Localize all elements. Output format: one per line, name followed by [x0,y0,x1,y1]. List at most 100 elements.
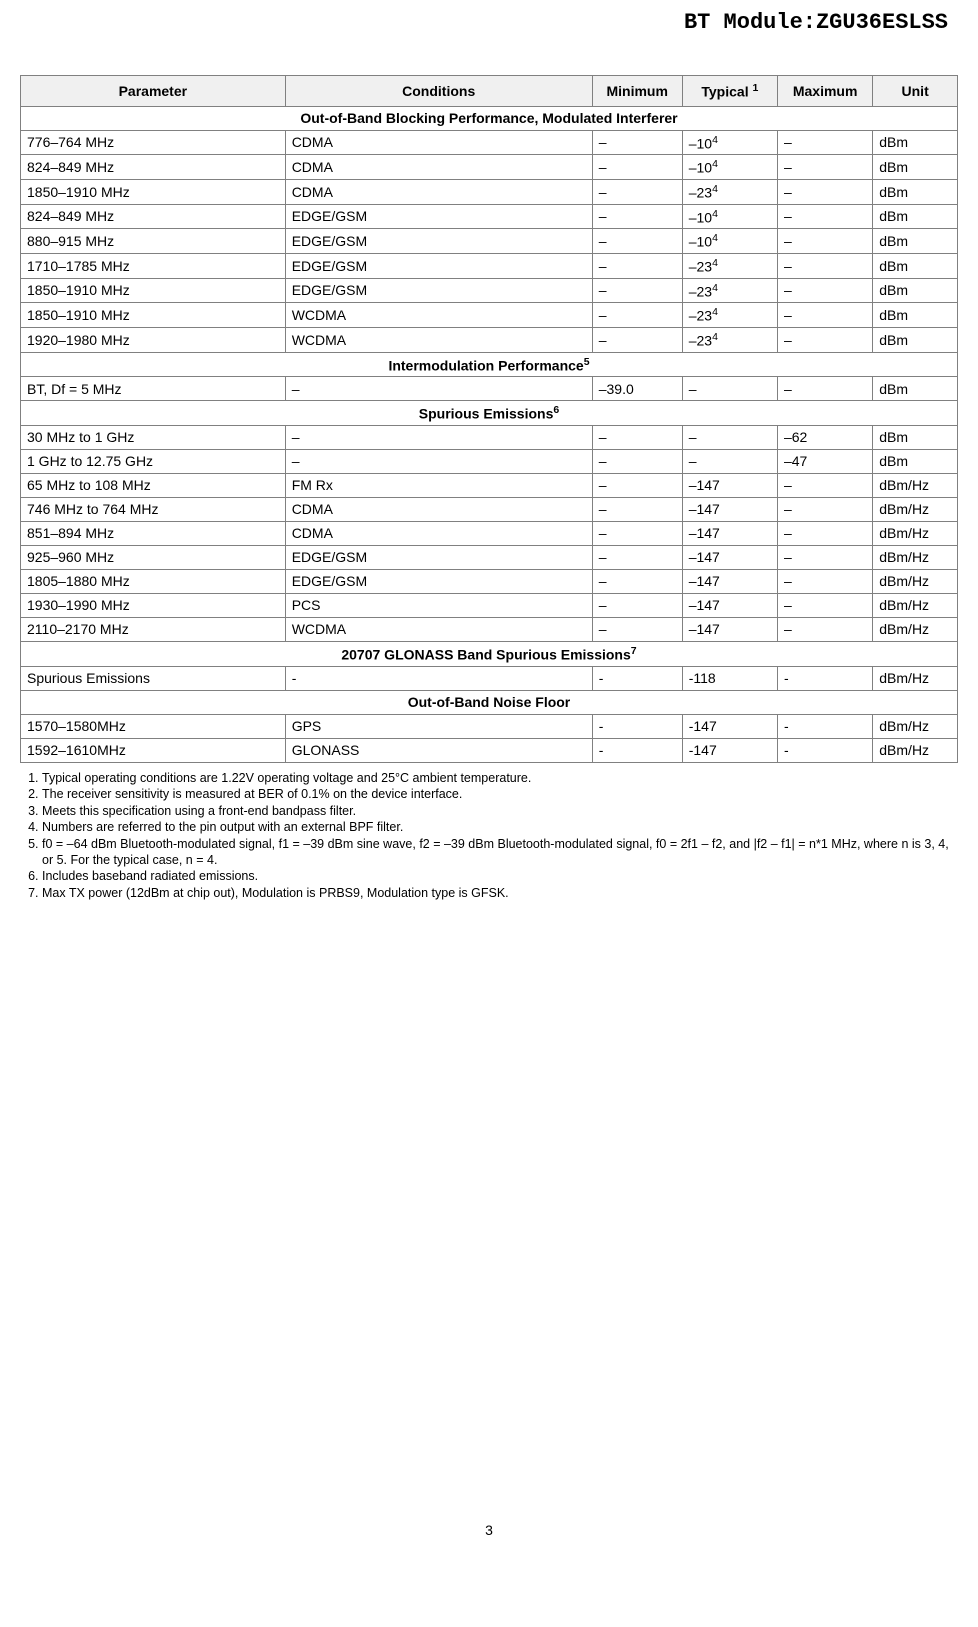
cell-maximum: – [777,303,872,328]
header-conditions: Conditions [285,76,592,107]
document-title: BT Module:ZGU36ESLSS [20,10,958,35]
cell-typical: –147 [682,473,777,497]
cell-conditions: GLONASS [285,738,592,762]
table-row: 746 MHz to 764 MHzCDMA––147–dBm/Hz [21,497,958,521]
cell-unit: dBm/Hz [873,666,958,690]
cell-parameter: 1592–1610MHz [21,738,286,762]
table-header-row: Parameter Conditions Minimum Typical 1 M… [21,76,958,107]
cell-typical: –104 [682,155,777,180]
cell-maximum: – [777,229,872,254]
cell-unit: dBm/Hz [873,593,958,617]
cell-unit: dBm/Hz [873,714,958,738]
table-row: 1570–1580MHzGPS--147-dBm/Hz [21,714,958,738]
cell-conditions: EDGE/GSM [285,204,592,229]
cell-minimum: – [592,303,682,328]
cell-unit: dBm [873,130,958,155]
cell-parameter: 1850–1910 MHz [21,179,286,204]
cell-typical: –147 [682,593,777,617]
cell-unit: dBm [873,229,958,254]
cell-minimum: – [592,593,682,617]
cell-conditions: – [285,449,592,473]
table-row: 851–894 MHzCDMA––147–dBm/Hz [21,521,958,545]
cell-unit: dBm [873,449,958,473]
cell-parameter: 65 MHz to 108 MHz [21,473,286,497]
footnotes: Typical operating conditions are 1.22V o… [20,771,958,902]
section-title: 20707 GLONASS Band Spurious Emissions7 [21,641,958,666]
table-row: 880–915 MHzEDGE/GSM––104–dBm [21,229,958,254]
cell-conditions: CDMA [285,521,592,545]
cell-unit: dBm/Hz [873,545,958,569]
cell-maximum: – [777,521,872,545]
cell-parameter: 824–849 MHz [21,155,286,180]
section-title: Spurious Emissions6 [21,401,958,426]
cell-parameter: 1920–1980 MHz [21,327,286,352]
cell-minimum: – [592,497,682,521]
footnote-item: Includes baseband radiated emissions. [42,869,958,885]
cell-typical: -147 [682,738,777,762]
cell-minimum: – [592,521,682,545]
header-typical: Typical 1 [682,76,777,107]
cell-maximum: – [777,593,872,617]
section-header-row: Out-of-Band Noise Floor [21,690,958,714]
table-row: 1850–1910 MHzWCDMA––234–dBm [21,303,958,328]
cell-typical: –234 [682,253,777,278]
header-maximum: Maximum [777,76,872,107]
footnote-item: Meets this specification using a front-e… [42,804,958,820]
cell-maximum: –47 [777,449,872,473]
cell-conditions: WCDMA [285,327,592,352]
cell-typical: –147 [682,617,777,641]
cell-typical: – [682,425,777,449]
cell-unit: dBm [873,327,958,352]
table-row: 1592–1610MHzGLONASS--147-dBm/Hz [21,738,958,762]
cell-minimum: –39.0 [592,377,682,401]
cell-conditions: GPS [285,714,592,738]
cell-unit: dBm/Hz [873,738,958,762]
cell-unit: dBm [873,377,958,401]
cell-typical: -118 [682,666,777,690]
cell-conditions: - [285,666,592,690]
table-row: 65 MHz to 108 MHzFM Rx––147–dBm/Hz [21,473,958,497]
cell-maximum: – [777,327,872,352]
cell-typical: –104 [682,204,777,229]
section-title: Out-of-Band Noise Floor [21,690,958,714]
cell-minimum: – [592,545,682,569]
cell-maximum: – [777,569,872,593]
cell-maximum: – [777,278,872,303]
cell-unit: dBm/Hz [873,521,958,545]
cell-unit: dBm [873,278,958,303]
cell-typical: –234 [682,327,777,352]
section-title: Out-of-Band Blocking Performance, Modula… [21,106,958,130]
cell-typical: –147 [682,545,777,569]
cell-conditions: EDGE/GSM [285,253,592,278]
cell-maximum: –62 [777,425,872,449]
cell-conditions: EDGE/GSM [285,278,592,303]
cell-typical: –147 [682,569,777,593]
cell-conditions: – [285,425,592,449]
cell-maximum: – [777,545,872,569]
header-parameter: Parameter [21,76,286,107]
cell-parameter: Spurious Emissions [21,666,286,690]
table-row: BT, Df = 5 MHz––39.0––dBm [21,377,958,401]
footnote-item: Typical operating conditions are 1.22V o… [42,771,958,787]
cell-maximum: – [777,130,872,155]
cell-maximum: – [777,155,872,180]
table-row: 1710–1785 MHzEDGE/GSM––234–dBm [21,253,958,278]
cell-conditions: CDMA [285,155,592,180]
cell-typical: –147 [682,521,777,545]
spec-table: Parameter Conditions Minimum Typical 1 M… [20,75,958,763]
footnote-item: f0 = –64 dBm Bluetooth-modulated signal,… [42,837,958,868]
table-row: 1 GHz to 12.75 GHz––––47dBm [21,449,958,473]
section-title: Intermodulation Performance5 [21,352,958,377]
cell-minimum: – [592,617,682,641]
cell-conditions: CDMA [285,497,592,521]
cell-minimum: – [592,204,682,229]
cell-parameter: 1 GHz to 12.75 GHz [21,449,286,473]
section-header-row: Spurious Emissions6 [21,401,958,426]
cell-unit: dBm [873,179,958,204]
cell-minimum: - [592,738,682,762]
cell-parameter: 1850–1910 MHz [21,303,286,328]
cell-unit: dBm/Hz [873,617,958,641]
cell-parameter: 1930–1990 MHz [21,593,286,617]
cell-maximum: – [777,497,872,521]
cell-parameter: 776–764 MHz [21,130,286,155]
